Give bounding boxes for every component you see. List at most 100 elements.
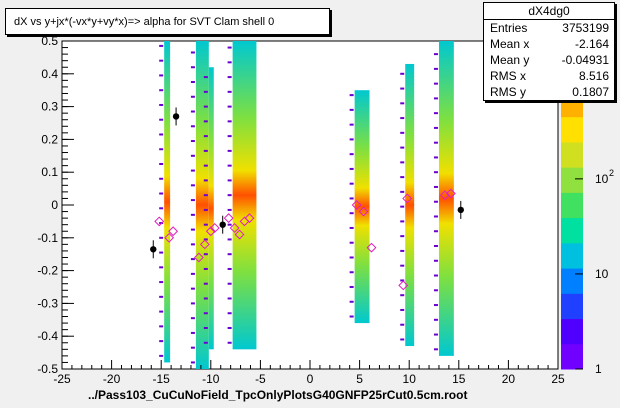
edge-bin [159,89,164,92]
y-tick-label: -0.1 [37,231,58,245]
stats-value: -0.04931 [561,53,609,67]
edge-bin [400,161,405,164]
edge-bin [433,274,438,277]
mean-marker [244,213,255,224]
edge-bin [227,208,232,211]
edge-bin [190,361,195,364]
edge-bin [190,66,195,69]
mean-marker [154,216,165,227]
edge-bin [203,194,208,197]
mean-marker [168,226,179,237]
y-tick-label: 0.4 [41,67,58,81]
edge-bin [203,105,208,108]
color-scale-band [561,293,583,320]
edge-bin [227,297,232,300]
edge-bin [159,74,164,77]
y-tick-label: 0.5 [41,34,58,48]
stats-row: Mean y -0.04931 [484,52,614,68]
edge-bin [400,117,405,120]
edge-bin [227,327,232,329]
edge-bin [349,94,354,97]
edge-bin [433,141,438,144]
edge-bin [349,286,354,288]
edge-bin [349,300,354,303]
edge-bin [227,267,232,270]
profile-markers [150,107,464,291]
edge-bin [433,259,438,262]
edge-bin [400,87,405,90]
edge-bin [159,163,164,165]
x-tick-label: -5 [255,372,266,386]
edge-bin [159,266,164,269]
edge-bin [433,53,438,56]
edge-bin [159,148,164,151]
edge-bin [400,264,405,267]
edge-bin [400,176,405,179]
edge-bin [203,223,208,226]
edge-bin [190,199,195,202]
edge-bin [349,226,354,229]
heatmap-band [195,41,209,369]
color-scale-band [561,217,583,244]
x-tick-label: -10 [202,372,220,386]
edge-bin [190,140,195,143]
edge-bin [190,184,195,187]
z-tick-label: 10 [595,267,609,281]
edge-bin [159,251,164,254]
edge-bin [400,205,405,208]
edge-bin [349,271,354,274]
z-tick-label: 1 [595,362,602,376]
edge-bin [400,102,405,105]
heatmap-band [164,41,171,363]
edge-bin [227,61,232,64]
edge-bin [159,295,164,298]
x-tick-label: -25 [53,372,71,386]
edge-bin [203,179,208,182]
edge-bin [227,223,232,226]
x-tick-label: 15 [452,372,466,386]
edge-bin [227,90,232,93]
edge-bin [190,154,195,157]
y-tick-label: 0 [51,198,58,212]
edge-bin [227,179,232,182]
edge-bin [190,287,195,290]
edge-bin [190,346,195,349]
edge-bin [349,153,354,156]
edge-bin [433,245,438,247]
heatmap-band [208,67,214,350]
edge-bin [190,331,195,334]
edge-bin [159,236,164,239]
edge-bin [400,190,405,193]
edge-bin [349,123,354,126]
stats-label: Entries [490,21,528,35]
edge-bin [159,207,164,210]
profile-point [150,246,157,253]
edge-bin [203,312,208,315]
x-axis-label: ../Pass103_CuCuNoField_TpcOnlyPlotsG40GN… [88,388,468,402]
edge-bin [433,185,438,188]
edge-bin [203,76,208,79]
edge-bin [190,110,195,113]
edge-bin [227,238,232,241]
profile-point [172,113,180,120]
edge-bin [203,253,208,256]
mean-marker [205,226,216,237]
edge-bin [227,194,232,197]
mean-marker [358,206,369,217]
x-tick-label: -20 [103,372,121,386]
y-tick-label: -0.5 [37,362,58,376]
edge-bin [159,103,164,106]
edge-bin [400,249,405,252]
edge-bin [227,46,232,49]
z-tick-exponent: 2 [609,168,614,178]
edge-bin [203,149,208,152]
color-scale-band [561,167,583,193]
edge-bin [349,182,354,185]
edge-bin [190,272,195,275]
mean-marker [351,200,362,210]
x-tick-label: 5 [356,372,363,386]
edge-bin [400,146,405,149]
edge-bin [190,213,195,216]
y-tick-label: -0.3 [37,296,58,310]
stats-value: 3753199 [562,21,609,35]
